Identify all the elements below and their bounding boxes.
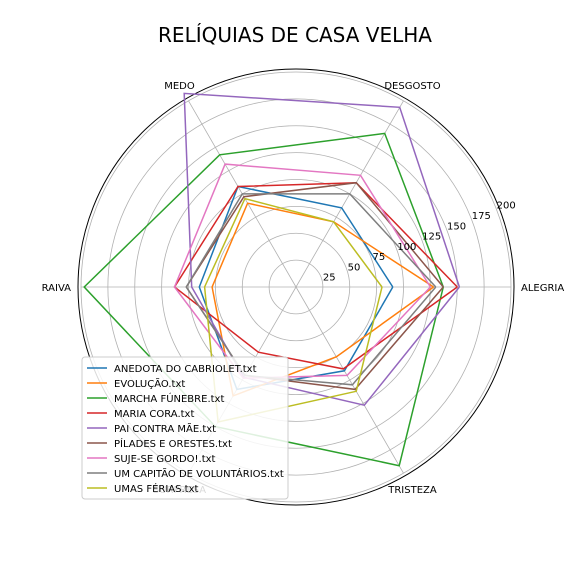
radial-tick-175: 175: [472, 211, 491, 222]
outer-frame: [77, 68, 515, 506]
radial-tick-labels: 25 50 75 100 125 150 175 200: [323, 201, 516, 284]
series-line-suje-se-gordo-txt: [173, 163, 432, 379]
axis-label-raiva: RAIVA: [42, 283, 72, 294]
legend-label-pilades-e-orestes-txt: PÍLADES E ORESTES.txt: [114, 437, 232, 450]
legend-box: [81, 356, 289, 500]
axis-label-desgosto: DESGOSTO: [384, 81, 440, 92]
legend-label-marcha-funebre-txt: MARCHA FÚNEBRE.txt: [114, 392, 224, 405]
series-line-marcha-funebre-txt: [83, 132, 445, 467]
radial-tick-100: 100: [397, 242, 416, 253]
legend: ANEDOTA DO CABRIOLET.txt EVOLUÇÃO.txt MARC…: [81, 356, 289, 500]
axis-label-tristeza: TRISTEZA: [387, 485, 437, 496]
legend-label-anedota-do-cabriolet-txt: ANEDOTA DO CABRIOLET.txt: [114, 364, 257, 375]
radial-tick-50: 50: [348, 262, 361, 273]
legend-label-umas-ferias-txt: UMAS FÉRIAS.txt: [114, 482, 198, 495]
legend-label-evolucao-txt: EVOLUÇÃO.txt: [114, 377, 185, 390]
legend-label-um-capitao-de-voluntarios-txt: UM CAPITÃO DE VOLUNTÁRIOS.txt: [114, 467, 284, 480]
radial-tick-25: 25: [323, 273, 336, 284]
series-line-um-capitao-de-voluntarios-txt: [185, 193, 437, 386]
legend-label-maria-cora-txt: MARIA CORA.txt: [114, 409, 194, 420]
series-line-umas-ferias-txt: [203, 197, 383, 423]
axis-label-alegria: ALEGRIA: [521, 283, 564, 294]
axis-label-medo: MEDO: [164, 81, 195, 92]
radar-grid: [77, 68, 515, 506]
radial-tick-150: 150: [447, 221, 466, 232]
radial-tick-200: 200: [497, 201, 516, 212]
series-line-anedota-do-cabriolet-txt: [198, 185, 394, 391]
legend-label-pai-contra-mae-txt: PAI CONTRA MÃE.txt: [114, 422, 216, 435]
chart-title: RELÍQUIAS DE CASA VELHA: [158, 23, 432, 47]
spoke-tristeza: [295, 286, 404, 474]
radial-tick-75: 75: [372, 252, 385, 263]
series-lines: [83, 92, 461, 467]
series-line-pai-contra-mae-txt: [183, 92, 461, 407]
radial-tick-125: 125: [422, 232, 441, 243]
legend-label-suje-se-gordo-txt: SUJE-SE GORDO!.txt: [114, 454, 216, 465]
